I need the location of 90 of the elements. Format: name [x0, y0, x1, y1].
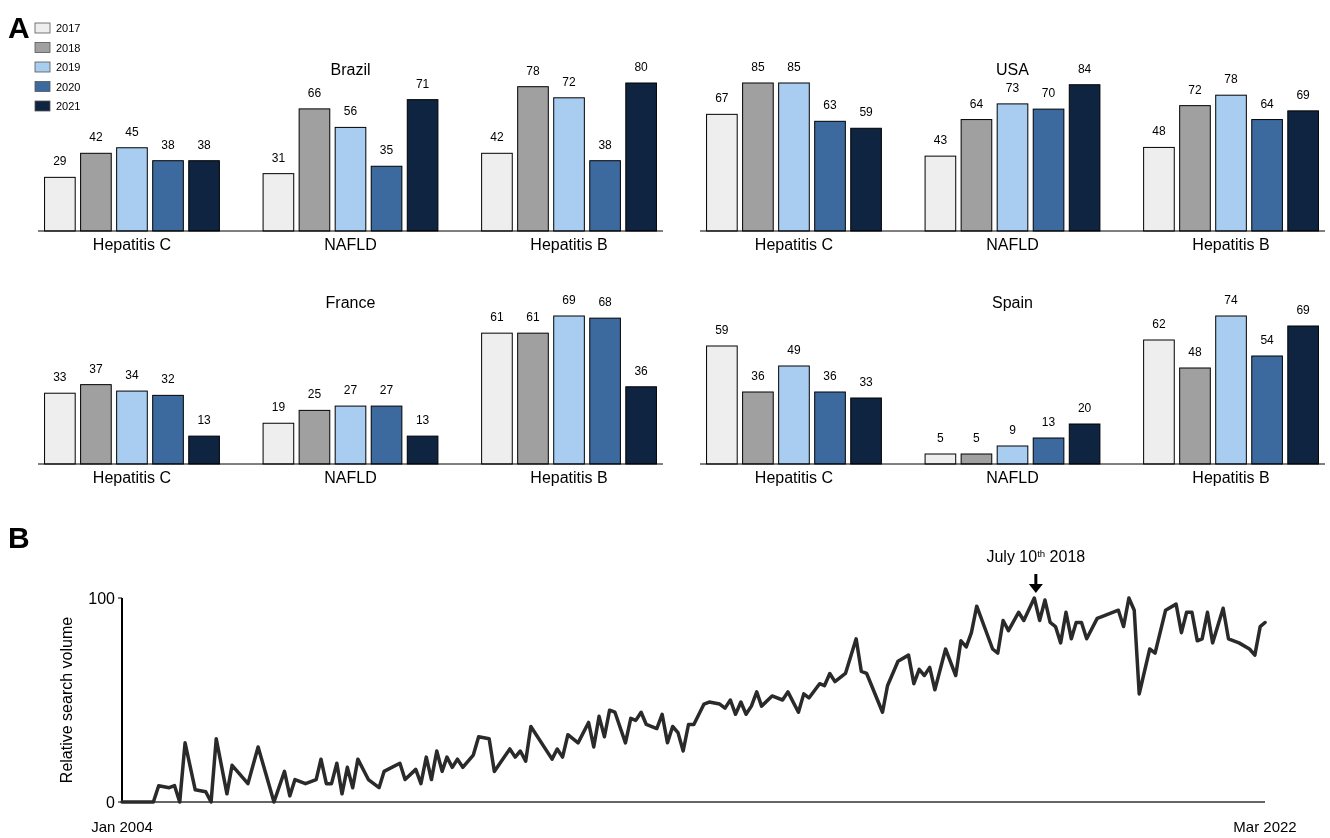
data-label: 69 — [562, 293, 577, 307]
data-label: 42 — [89, 130, 103, 145]
data-label: 74 — [1224, 293, 1239, 307]
data-label: 31 — [271, 150, 286, 165]
data-label: 61 — [490, 310, 504, 325]
data-label: 5 — [973, 431, 981, 445]
data-label: 27 — [343, 383, 358, 398]
legend-label: 2017 — [56, 22, 81, 34]
data-label: 84 — [1077, 61, 1092, 76]
x-tick-label: NAFLD — [986, 469, 1039, 486]
data-label: 42 — [490, 130, 504, 145]
legend-label: 2021 — [56, 100, 81, 112]
x-tick-label: Hepatitis B — [1192, 469, 1270, 486]
x-tick-label: Hepatitis C — [92, 236, 172, 253]
data-label: 35 — [379, 143, 394, 158]
text: B — [8, 521, 30, 554]
x-tick-label: Hepatitis C — [754, 236, 834, 253]
x-tick-label: NAFLD — [324, 236, 377, 253]
data-label: 20 — [1077, 401, 1092, 415]
data-label: 34 — [125, 368, 139, 383]
data-label: 33 — [859, 375, 874, 389]
chart-title: USA — [996, 61, 1030, 78]
data-label: 64 — [1260, 96, 1275, 111]
data-label: 19 — [271, 400, 286, 415]
x-tick-label: Hepatitis C — [754, 469, 834, 486]
data-label: 48 — [1152, 124, 1166, 139]
data-label: 59 — [859, 105, 874, 120]
data-label: 72 — [1188, 82, 1202, 97]
data-label: 63 — [823, 98, 838, 113]
data-label: 33 — [53, 370, 67, 385]
data-label: 13 — [415, 413, 430, 428]
data-label: 69 — [1296, 87, 1311, 102]
x-tick-label: Mar 2022 — [1233, 818, 1297, 835]
x-tick-label: Hepatitis B — [530, 236, 608, 253]
data-label: 54 — [1260, 333, 1275, 347]
data-label: 78 — [526, 63, 540, 78]
data-label: 67 — [715, 91, 729, 106]
data-label: 36 — [634, 363, 649, 378]
x-tick-label: Hepatitis B — [1192, 236, 1270, 253]
data-label: 64 — [969, 96, 984, 111]
data-label: 27 — [379, 383, 394, 398]
data-label: 38 — [197, 137, 212, 152]
legend-label: 2020 — [56, 80, 81, 93]
data-label: 68 — [598, 295, 613, 310]
data-label: 48 — [1188, 345, 1202, 359]
data-label: 61 — [526, 310, 540, 325]
data-label: 25 — [307, 387, 322, 402]
data-label: 5 — [937, 431, 945, 445]
x-tick-label: Hepatitis B — [530, 469, 608, 486]
data-label: 78 — [1224, 72, 1239, 87]
x-tick-label: Jan 2004 — [91, 818, 153, 835]
data-label: 71 — [415, 76, 430, 91]
legend-label: 2019 — [56, 61, 81, 73]
data-label: 66 — [307, 85, 322, 100]
data-label: 32 — [161, 372, 176, 387]
data-label: 37 — [89, 361, 103, 376]
text: A — [8, 11, 30, 44]
data-label: 29 — [53, 154, 67, 169]
data-label: 36 — [823, 369, 838, 383]
x-tick-label: Hepatitis C — [92, 469, 172, 486]
data-label: 38 — [161, 137, 176, 152]
x-tick-label: NAFLD — [324, 469, 377, 486]
chart-title: Spain — [992, 294, 1033, 311]
data-label: 85 — [751, 60, 765, 74]
data-label: 45 — [125, 124, 139, 139]
data-label: 72 — [562, 74, 577, 89]
data-label: 43 — [933, 133, 948, 148]
data-label: 9 — [1009, 423, 1017, 437]
data-label: 70 — [1041, 86, 1056, 101]
data-label: 13 — [1041, 415, 1056, 429]
data-label: 85 — [787, 60, 801, 74]
legend-label: 2018 — [56, 41, 81, 54]
data-label: 69 — [1296, 303, 1311, 317]
y-axis-title: Relative search volume — [58, 616, 75, 784]
chart-title: Brazil — [330, 61, 371, 78]
data-label: 73 — [1005, 80, 1020, 95]
data-label: 49 — [787, 343, 801, 357]
data-label: 62 — [1152, 317, 1166, 331]
y-tick-label: 100 — [88, 589, 116, 607]
annotation: July 10$^{th}$ 2018 — [986, 547, 1086, 565]
x-tick-label: NAFLD — [986, 236, 1039, 253]
data-label: 38 — [598, 137, 613, 152]
data-label: 56 — [343, 104, 358, 119]
y-tick-label: 0 — [106, 793, 116, 811]
data-label: 13 — [197, 413, 212, 428]
chart-title: France — [325, 294, 376, 311]
data-label: 80 — [634, 60, 649, 74]
line-series — [120, 596, 1267, 804]
data-label: 36 — [751, 369, 765, 383]
data-label: 59 — [715, 323, 729, 337]
